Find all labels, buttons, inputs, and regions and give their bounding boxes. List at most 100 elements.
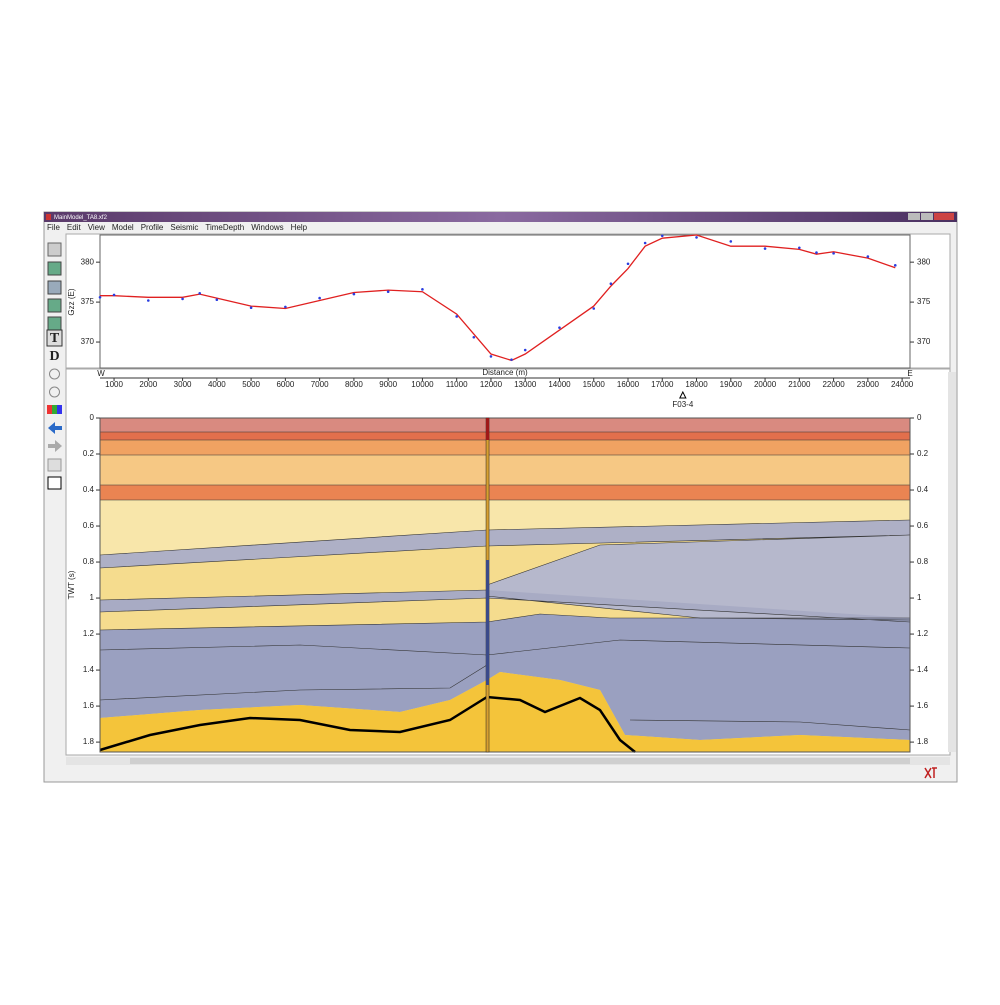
layer bbox=[100, 418, 910, 432]
observed-point bbox=[815, 251, 818, 254]
x-tick-label: 23000 bbox=[857, 380, 880, 389]
menu-bar: File Edit View Model Profile Seismic TimeDepth… bbox=[47, 223, 308, 232]
layer bbox=[100, 440, 910, 455]
tool-icon[interactable] bbox=[46, 329, 63, 347]
close-button[interactable] bbox=[934, 213, 954, 220]
tool-icon[interactable] bbox=[47, 242, 62, 257]
observed-point bbox=[626, 262, 630, 266]
y-tick-label: 0 bbox=[917, 413, 922, 422]
y-tick-label: 1 bbox=[917, 593, 922, 602]
observed-point bbox=[284, 305, 287, 309]
x-tick-label: 24000 bbox=[891, 380, 914, 389]
horizon-line bbox=[100, 431, 910, 501]
y-tick-label: 380 bbox=[81, 257, 95, 266]
x-tick-label: 12000 bbox=[480, 380, 503, 389]
observed-point bbox=[695, 236, 698, 239]
tool-icon[interactable] bbox=[47, 261, 62, 276]
minimize-button[interactable] bbox=[908, 213, 920, 220]
observed-point bbox=[352, 292, 356, 296]
y-tick-label: 0.8 bbox=[83, 557, 95, 566]
y-tick-label: 0.6 bbox=[83, 521, 95, 530]
observed-point bbox=[318, 296, 321, 300]
seismic-section bbox=[99, 418, 911, 753]
y-tick-label: 1.8 bbox=[917, 737, 929, 746]
direction-label: W bbox=[97, 369, 105, 378]
tool-icon-part bbox=[52, 405, 57, 414]
observed-point bbox=[660, 234, 664, 238]
vertical-scrollbar[interactable] bbox=[948, 372, 956, 752]
menu-item[interactable]: TimeDepth bbox=[205, 223, 244, 232]
observed-point bbox=[455, 315, 458, 318]
observed-point bbox=[181, 297, 184, 301]
gravity-plot-area bbox=[99, 234, 911, 369]
tool-icon[interactable] bbox=[47, 476, 62, 490]
scroll-thumb[interactable] bbox=[130, 758, 910, 764]
layer bbox=[100, 432, 910, 440]
observed-point bbox=[893, 264, 897, 267]
layer bbox=[100, 500, 910, 555]
x-tick-label: 7000 bbox=[311, 380, 329, 389]
tool-icon-part bbox=[57, 405, 62, 414]
section-line-top bbox=[486, 418, 490, 440]
x-tick-label: 3000 bbox=[174, 380, 192, 389]
y-tick-label: 1.6 bbox=[83, 701, 95, 710]
tool-icon[interactable] bbox=[49, 368, 60, 380]
x-tick-label: 13000 bbox=[514, 380, 537, 389]
layer bbox=[100, 520, 910, 568]
observed-point bbox=[112, 293, 116, 297]
back-arrow[interactable] bbox=[48, 422, 62, 434]
y-tick-label: 0.4 bbox=[83, 485, 95, 494]
x-tick-label: 15000 bbox=[583, 380, 606, 389]
menu-item[interactable]: Seismic bbox=[170, 223, 198, 232]
forward-arrow[interactable] bbox=[48, 440, 62, 452]
x-tick-label: 1000 bbox=[105, 380, 123, 389]
tool-icon[interactable] bbox=[47, 298, 62, 313]
observed-point bbox=[510, 358, 513, 361]
y-tick-label: 1.6 bbox=[917, 701, 929, 710]
menu-item[interactable]: Profile bbox=[141, 223, 164, 232]
x-tick-label: 19000 bbox=[720, 380, 743, 389]
menu-item[interactable]: File bbox=[47, 223, 60, 232]
tool-icon[interactable] bbox=[47, 316, 62, 331]
y-tick-label: 370 bbox=[917, 337, 931, 346]
x-axis-label: Distance (m) bbox=[482, 368, 528, 377]
tool-icon[interactable] bbox=[49, 386, 60, 398]
menu-item[interactable]: Help bbox=[291, 223, 308, 232]
x-tick-label: 4000 bbox=[208, 380, 226, 389]
x-tick-label: 5000 bbox=[242, 380, 260, 389]
menu-item[interactable]: Model bbox=[112, 223, 134, 232]
observed-point bbox=[472, 335, 476, 339]
tool-icon[interactable] bbox=[47, 458, 62, 472]
menu-item[interactable]: Windows bbox=[251, 223, 283, 232]
maximize-button[interactable] bbox=[921, 213, 933, 220]
x-tick-label: 11000 bbox=[446, 380, 468, 389]
menu-item[interactable]: View bbox=[88, 223, 105, 232]
window-title: MainModel_TA8.xf2 bbox=[54, 215, 108, 221]
section-line-mid bbox=[486, 560, 490, 685]
y-axis-label: Gzz (E) bbox=[67, 288, 76, 315]
y-tick-label: 0 bbox=[90, 413, 95, 422]
y-tick-label: 375 bbox=[81, 297, 95, 306]
layer bbox=[100, 614, 910, 740]
layer bbox=[100, 455, 910, 485]
y-tick-label: 1.4 bbox=[917, 665, 929, 674]
observed-point bbox=[421, 288, 424, 291]
observed-point bbox=[523, 348, 527, 352]
x-tick-label: 6000 bbox=[276, 380, 294, 389]
observed-point bbox=[98, 296, 102, 299]
observed-point bbox=[643, 241, 647, 245]
observed-point bbox=[147, 299, 150, 302]
direction-label: E bbox=[907, 369, 912, 378]
x-tick-label: 14000 bbox=[548, 380, 571, 389]
observed-point bbox=[609, 282, 613, 286]
layer bbox=[100, 485, 910, 500]
menu-item[interactable]: Edit bbox=[67, 223, 82, 232]
tool-icon[interactable] bbox=[47, 280, 62, 295]
x-tick-label: 22000 bbox=[822, 380, 845, 389]
y-tick-label: 370 bbox=[81, 337, 95, 346]
observed-point bbox=[558, 326, 561, 329]
x-tick-label: 8000 bbox=[345, 380, 363, 389]
observed-point bbox=[386, 290, 390, 294]
x-tick-label: 10000 bbox=[411, 380, 434, 389]
